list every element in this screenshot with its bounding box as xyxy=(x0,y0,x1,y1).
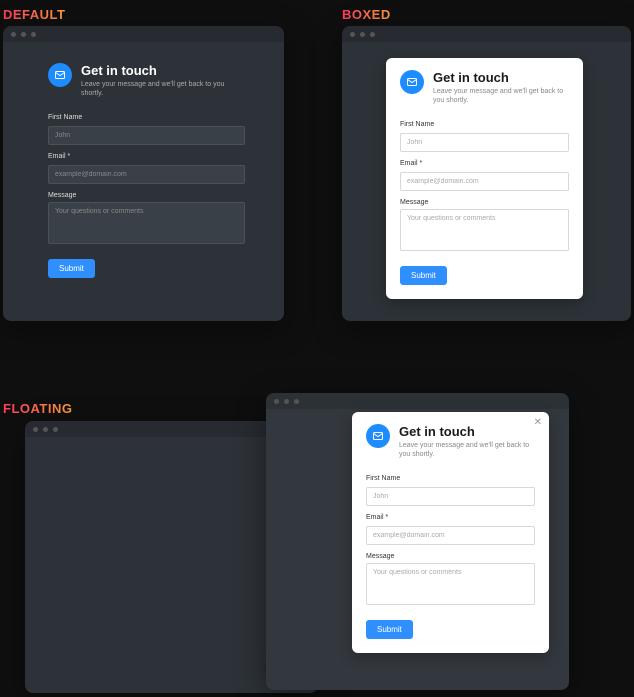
traffic-dot xyxy=(350,32,355,37)
traffic-dot xyxy=(360,32,365,37)
first-name-label: First Name xyxy=(400,121,569,128)
message-textarea[interactable] xyxy=(366,563,535,605)
form-title: Get in touch xyxy=(399,424,535,439)
form-subtitle: Leave your message and we'll get back to… xyxy=(433,87,569,105)
submit-button[interactable]: Submit xyxy=(48,259,95,278)
form-subtitle: Leave your message and we'll get back to… xyxy=(81,80,245,98)
contact-form-dark: Get in touch Leave your message and we'l… xyxy=(48,63,245,278)
variant-label-boxed: BOXED xyxy=(342,7,391,22)
traffic-dot xyxy=(53,427,58,432)
email-label: Email * xyxy=(400,160,569,167)
traffic-dot xyxy=(33,427,38,432)
window-titlebar xyxy=(3,26,284,42)
email-input[interactable] xyxy=(366,526,535,545)
window-boxed: Get in touch Leave your message and we'l… xyxy=(342,26,631,321)
message-label: Message xyxy=(400,199,569,206)
traffic-dot xyxy=(284,399,289,404)
submit-button[interactable]: Submit xyxy=(366,620,413,639)
email-label: Email * xyxy=(366,514,535,521)
window-floating-expanded: ✕ Get in touch Leave your message and we… xyxy=(266,393,569,690)
traffic-dot xyxy=(43,427,48,432)
email-input[interactable] xyxy=(400,172,569,191)
email-input[interactable] xyxy=(48,165,245,184)
form-subtitle: Leave your message and we'll get back to… xyxy=(399,441,535,459)
window-titlebar xyxy=(342,26,631,42)
submit-button[interactable]: Submit xyxy=(400,266,447,285)
mail-icon xyxy=(400,70,424,94)
form-title: Get in touch xyxy=(433,70,569,85)
contact-form-popup: ✕ Get in touch Leave your message and we… xyxy=(352,412,549,653)
window-default: Get in touch Leave your message and we'l… xyxy=(3,26,284,321)
message-label: Message xyxy=(366,553,535,560)
first-name-input[interactable] xyxy=(48,126,245,145)
window-titlebar xyxy=(266,393,569,409)
traffic-dot xyxy=(31,32,36,37)
form-header: Get in touch Leave your message and we'l… xyxy=(352,412,549,467)
first-name-label: First Name xyxy=(366,475,535,482)
traffic-dot xyxy=(274,399,279,404)
first-name-label: First Name xyxy=(48,114,245,121)
first-name-input[interactable] xyxy=(366,487,535,506)
traffic-dot xyxy=(21,32,26,37)
email-label: Email * xyxy=(48,153,245,160)
form-header: Get in touch Leave your message and we'l… xyxy=(48,63,245,106)
message-textarea[interactable] xyxy=(48,202,245,244)
mail-icon xyxy=(48,63,72,87)
variant-label-default: DEFAULT xyxy=(3,7,65,22)
first-name-input[interactable] xyxy=(400,133,569,152)
variant-label-floating: FLOATING xyxy=(3,401,72,416)
message-textarea[interactable] xyxy=(400,209,569,251)
contact-form-light: Get in touch Leave your message and we'l… xyxy=(386,58,583,299)
mail-icon xyxy=(366,424,390,448)
traffic-dot xyxy=(294,399,299,404)
close-icon[interactable]: ✕ xyxy=(534,417,542,428)
form-header: Get in touch Leave your message and we'l… xyxy=(386,58,583,113)
traffic-dot xyxy=(370,32,375,37)
message-label: Message xyxy=(48,192,245,199)
form-title: Get in touch xyxy=(81,63,245,78)
traffic-dot xyxy=(11,32,16,37)
